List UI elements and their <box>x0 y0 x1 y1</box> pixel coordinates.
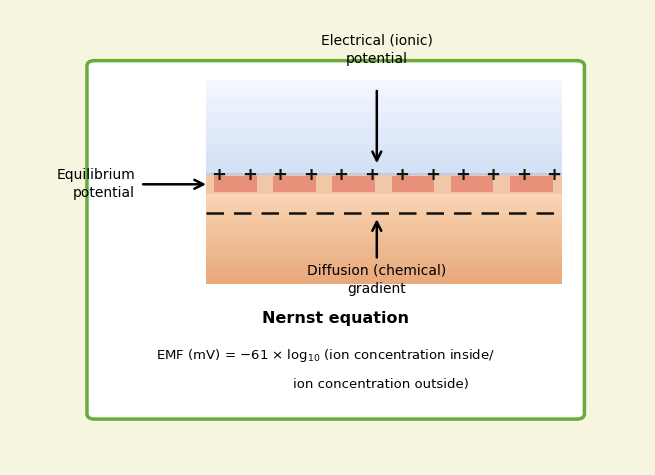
Bar <box>206 256 561 259</box>
Bar <box>206 242 561 246</box>
Bar <box>206 139 561 143</box>
Bar <box>206 152 561 155</box>
FancyBboxPatch shape <box>87 61 584 419</box>
Bar <box>206 250 561 254</box>
Bar <box>206 105 561 109</box>
Bar <box>206 93 561 96</box>
Bar <box>206 83 561 87</box>
Text: +: + <box>272 166 288 184</box>
Text: +: + <box>424 166 440 184</box>
Bar <box>206 192 561 196</box>
Bar <box>206 124 561 127</box>
Bar <box>206 142 561 146</box>
Bar <box>206 277 561 281</box>
Bar <box>206 204 561 207</box>
Bar <box>206 201 561 204</box>
Bar <box>206 198 561 201</box>
Bar <box>206 145 561 149</box>
Bar <box>206 234 561 237</box>
Bar <box>206 187 561 190</box>
Bar <box>206 117 561 121</box>
Bar <box>206 245 561 248</box>
Bar <box>206 130 561 133</box>
Text: Nernst equation: Nernst equation <box>262 311 409 326</box>
Text: ion concentration outside): ion concentration outside) <box>293 378 470 391</box>
Bar <box>206 127 561 131</box>
Bar <box>206 173 561 175</box>
Text: Equilibrium
potential: Equilibrium potential <box>56 168 135 200</box>
Bar <box>206 206 561 210</box>
Bar <box>206 136 561 140</box>
Bar <box>206 253 561 256</box>
Bar <box>451 176 493 192</box>
Bar <box>206 155 561 159</box>
Bar <box>206 261 561 265</box>
Bar <box>206 161 561 165</box>
Text: +: + <box>303 166 318 184</box>
Bar <box>206 209 561 212</box>
Bar <box>206 280 561 284</box>
Text: Electrical (ionic)
potential: Electrical (ionic) potential <box>321 34 433 66</box>
Text: +: + <box>242 166 257 184</box>
Bar <box>214 176 257 192</box>
Bar <box>206 99 561 103</box>
Bar <box>273 176 316 192</box>
Text: +: + <box>455 166 470 184</box>
Bar <box>206 108 561 112</box>
Text: +: + <box>485 166 500 184</box>
Bar <box>206 133 561 137</box>
Bar <box>206 217 561 221</box>
Text: +: + <box>333 166 348 184</box>
Bar <box>206 179 561 182</box>
Bar <box>206 171 561 174</box>
Bar <box>206 220 561 223</box>
Bar <box>206 184 561 188</box>
Bar <box>206 167 561 171</box>
Text: EMF (mV) = $-$61 $\times$ log$_{10}$ (ion concentration inside/: EMF (mV) = $-$61 $\times$ log$_{10}$ (io… <box>156 347 495 363</box>
Text: +: + <box>546 166 561 184</box>
Bar <box>206 111 561 115</box>
Bar <box>332 176 375 192</box>
Bar <box>206 102 561 105</box>
Bar <box>206 174 561 194</box>
Text: +: + <box>394 166 409 184</box>
Bar <box>206 114 561 118</box>
Bar <box>206 149 561 152</box>
Bar <box>206 228 561 232</box>
Text: +: + <box>364 166 379 184</box>
Bar <box>206 212 561 215</box>
Bar <box>206 195 561 199</box>
Bar <box>206 266 561 270</box>
Text: +: + <box>212 166 227 184</box>
Bar <box>206 223 561 226</box>
Bar <box>206 121 561 124</box>
Bar <box>206 95 561 99</box>
Bar <box>206 269 561 273</box>
Bar <box>206 264 561 267</box>
Bar <box>206 215 561 218</box>
Bar <box>206 258 561 262</box>
Bar <box>206 272 561 275</box>
Bar <box>206 247 561 251</box>
Bar <box>206 164 561 168</box>
Bar <box>206 190 561 193</box>
Bar <box>206 181 561 185</box>
Bar <box>206 226 561 229</box>
Bar <box>206 86 561 90</box>
Bar <box>206 176 561 180</box>
Bar <box>206 275 561 278</box>
Bar <box>206 231 561 235</box>
Bar <box>392 176 434 192</box>
Bar <box>206 239 561 243</box>
Bar <box>206 80 561 84</box>
Bar <box>206 158 561 162</box>
Text: Diffusion (chemical)
gradient: Diffusion (chemical) gradient <box>307 264 447 296</box>
Bar <box>206 89 561 93</box>
Bar <box>510 176 553 192</box>
Text: +: + <box>516 166 531 184</box>
Bar <box>206 173 561 177</box>
Bar <box>206 237 561 240</box>
